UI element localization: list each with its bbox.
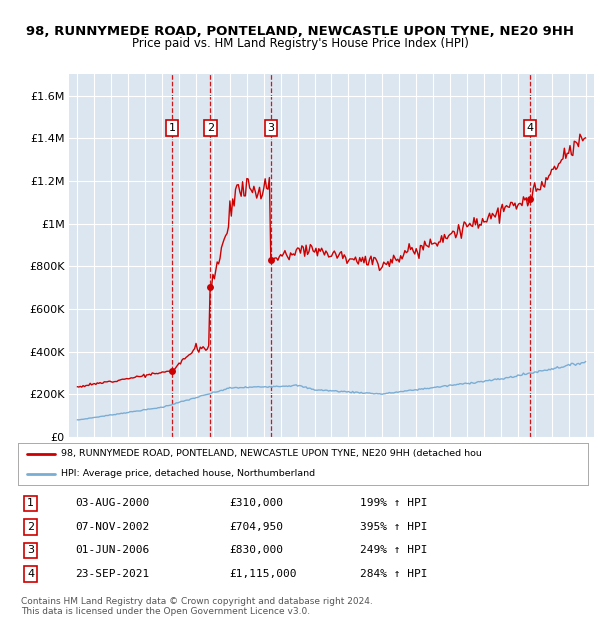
Text: 3: 3 bbox=[27, 546, 34, 556]
Text: 3: 3 bbox=[267, 123, 274, 133]
Text: 23-SEP-2021: 23-SEP-2021 bbox=[75, 569, 149, 579]
Text: 1: 1 bbox=[27, 498, 34, 508]
Text: £830,000: £830,000 bbox=[229, 546, 283, 556]
Text: 4: 4 bbox=[27, 569, 34, 579]
Text: 01-JUN-2006: 01-JUN-2006 bbox=[75, 546, 149, 556]
Text: HPI: Average price, detached house, Northumberland: HPI: Average price, detached house, Nort… bbox=[61, 469, 315, 479]
Text: 98, RUNNYMEDE ROAD, PONTELAND, NEWCASTLE UPON TYNE, NE20 9HH: 98, RUNNYMEDE ROAD, PONTELAND, NEWCASTLE… bbox=[26, 25, 574, 38]
Text: 2: 2 bbox=[207, 123, 214, 133]
Text: £310,000: £310,000 bbox=[229, 498, 283, 508]
Text: 4: 4 bbox=[527, 123, 533, 133]
Text: £1,115,000: £1,115,000 bbox=[229, 569, 296, 579]
Text: 199% ↑ HPI: 199% ↑ HPI bbox=[360, 498, 427, 508]
Text: Contains HM Land Registry data © Crown copyright and database right 2024.: Contains HM Land Registry data © Crown c… bbox=[21, 597, 373, 606]
Text: £704,950: £704,950 bbox=[229, 522, 283, 532]
Text: Price paid vs. HM Land Registry's House Price Index (HPI): Price paid vs. HM Land Registry's House … bbox=[131, 37, 469, 50]
Text: 98, RUNNYMEDE ROAD, PONTELAND, NEWCASTLE UPON TYNE, NE20 9HH (detached hou: 98, RUNNYMEDE ROAD, PONTELAND, NEWCASTLE… bbox=[61, 449, 482, 458]
Text: 249% ↑ HPI: 249% ↑ HPI bbox=[360, 546, 427, 556]
Text: 284% ↑ HPI: 284% ↑ HPI bbox=[360, 569, 427, 579]
Text: 395% ↑ HPI: 395% ↑ HPI bbox=[360, 522, 427, 532]
Text: 1: 1 bbox=[169, 123, 176, 133]
Text: 2: 2 bbox=[27, 522, 34, 532]
Text: 03-AUG-2000: 03-AUG-2000 bbox=[75, 498, 149, 508]
Text: This data is licensed under the Open Government Licence v3.0.: This data is licensed under the Open Gov… bbox=[21, 608, 310, 616]
Text: 07-NOV-2002: 07-NOV-2002 bbox=[75, 522, 149, 532]
